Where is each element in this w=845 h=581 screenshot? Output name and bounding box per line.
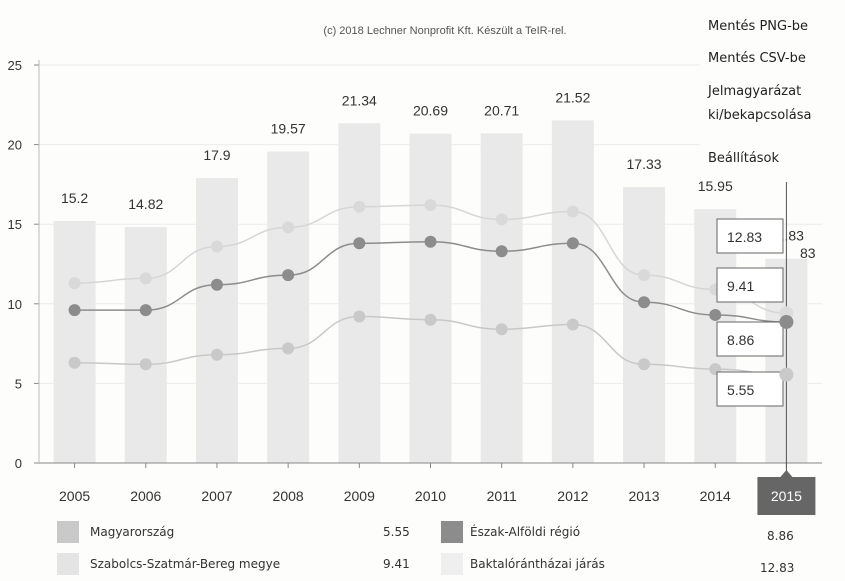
bar-2012 <box>552 120 594 463</box>
point-country-2012 <box>567 318 579 330</box>
legend-label-eszak-alfold[interactable]: Észak-Alföldi régió <box>470 525 580 539</box>
tooltip-1: 9.41 <box>717 268 783 302</box>
legend-value-szabolcs: 9.41 <box>383 557 410 571</box>
point-country-2010 <box>425 314 437 326</box>
save-csv-menu-item[interactable]: Mentés CSV-be <box>700 50 845 80</box>
y-tick-label: 25 <box>8 58 22 73</box>
x-tick-label: 2010 <box>415 488 446 504</box>
point-county-2007 <box>211 240 223 252</box>
x-tick-label: 2014 <box>700 488 731 504</box>
point-country-2009 <box>353 311 365 323</box>
tooltip-0: 12.83 <box>717 219 783 253</box>
bar-data-label: 15.95 <box>698 178 733 194</box>
export-menu: Mentés PNG-be Mentés CSV-be Jelmagyaráza… <box>700 12 845 176</box>
bar-2009 <box>338 123 380 463</box>
copyright-text: (c) 2018 Lechner Nonprofit Kft. Készült … <box>323 25 566 37</box>
point-county-2011 <box>496 213 508 225</box>
y-tick-label: 0 <box>15 456 22 471</box>
x-tick-label: 2009 <box>344 488 375 504</box>
point-country-2007 <box>211 349 223 361</box>
legend-label-szabolcs[interactable]: Szabolcs-Szatmár-Bereg megye <box>90 557 280 571</box>
point-county-2006 <box>140 272 152 284</box>
tooltip-value: 5.55 <box>727 382 754 398</box>
point-country-2008 <box>282 342 294 354</box>
bar-2005 <box>54 221 96 463</box>
point-county-2005 <box>69 277 81 289</box>
bar-data-label: 21.52 <box>555 89 590 105</box>
tooltip-value: 8.86 <box>727 332 754 348</box>
bar-data-label: 17.9 <box>203 147 230 163</box>
point-region-2008 <box>282 269 294 281</box>
bar-data-label: 21.34 <box>342 92 377 108</box>
bar-2008 <box>267 151 309 463</box>
bar-data-label: 15.2 <box>61 190 88 206</box>
legend-value-eszak-alfold: 8.86 <box>767 529 794 543</box>
point-region-2011 <box>496 245 508 257</box>
point-region-2013 <box>638 296 650 308</box>
legend-value-magyarorszag: 5.55 <box>383 525 410 539</box>
x-tick-label: 2012 <box>557 488 588 504</box>
hover-point-region <box>779 315 793 329</box>
point-region-2005 <box>69 304 81 316</box>
point-country-2005 <box>69 357 81 369</box>
point-country-2013 <box>638 358 650 370</box>
point-country-2011 <box>496 323 508 335</box>
x-tick-label: 2005 <box>59 488 90 504</box>
hover-point-country <box>779 368 793 382</box>
y-tick-label: 10 <box>8 297 22 312</box>
x-highlight-pointer <box>780 470 792 477</box>
point-county-2013 <box>638 269 650 281</box>
save-png-menu-item[interactable]: Mentés PNG-be <box>700 12 845 50</box>
point-region-2007 <box>211 279 223 291</box>
tooltip-3: 5.55 <box>717 372 783 406</box>
legend-swatch-eszak-alfold[interactable] <box>441 521 463 543</box>
bar-data-label: 17.33 <box>627 156 662 172</box>
y-tick-label: 20 <box>8 138 22 153</box>
bar-2010 <box>410 134 452 463</box>
point-county-2009 <box>353 201 365 213</box>
legend-label-magyarorszag[interactable]: Magyarország <box>90 525 174 539</box>
x-tick-label: 2015 <box>771 488 802 504</box>
bar-data-label: 19.57 <box>271 120 306 136</box>
y-tick-label: 5 <box>15 376 22 391</box>
point-region-2014 <box>709 309 721 321</box>
legend-label-baktaloranthaza[interactable]: Baktalórántházai járás <box>470 557 605 571</box>
point-region-2012 <box>567 237 579 249</box>
tooltip-2: 8.86 <box>717 322 783 356</box>
partial-bar-label: 83 <box>800 245 816 261</box>
point-region-2006 <box>140 304 152 316</box>
x-tick-label: 2013 <box>628 488 659 504</box>
bar-2006 <box>125 227 167 463</box>
point-county-2010 <box>425 199 437 211</box>
toggle-legend-menu-item[interactable]: Jelmagyarázat ki/bekapcsolása <box>700 80 845 150</box>
point-county-2012 <box>567 205 579 217</box>
bar-data-label: 14.82 <box>128 196 163 212</box>
point-region-2010 <box>425 236 437 248</box>
bar-2013 <box>623 187 665 463</box>
point-region-2009 <box>353 237 365 249</box>
bar-2007 <box>196 178 238 463</box>
settings-menu-item[interactable]: Beállítások <box>700 150 845 176</box>
x-tick-label: 2006 <box>130 488 161 504</box>
y-tick-label: 15 <box>8 217 22 232</box>
x-tick-label: 2007 <box>201 488 232 504</box>
bar-data-label: 20.69 <box>413 103 448 119</box>
legend-swatch-magyarorszag[interactable] <box>57 521 79 543</box>
x-tick-label: 2011 <box>487 488 517 504</box>
point-county-2008 <box>282 221 294 233</box>
bar-data-label: 20.71 <box>484 102 519 118</box>
tooltip-value: 9.41 <box>727 278 754 294</box>
legend-swatch-baktalorantháza[interactable] <box>441 553 463 575</box>
x-tick-label: 2008 <box>273 488 304 504</box>
legend-swatch-szabolcs[interactable] <box>57 553 79 575</box>
legend-value-baktaloranthaza: 12.83 <box>760 561 794 575</box>
point-country-2006 <box>140 358 152 370</box>
tooltip-value: 12.83 <box>727 229 762 245</box>
bar-2011 <box>481 133 523 463</box>
